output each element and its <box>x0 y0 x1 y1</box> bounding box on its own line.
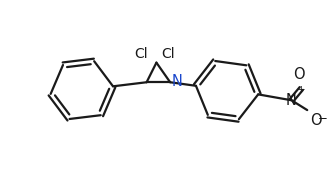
Text: +: + <box>297 85 306 95</box>
Text: O: O <box>310 113 322 128</box>
Text: −: − <box>318 112 328 125</box>
Text: Cl: Cl <box>134 47 148 61</box>
Text: N: N <box>172 74 183 89</box>
Text: O: O <box>294 67 305 82</box>
Text: N: N <box>286 93 297 108</box>
Text: Cl: Cl <box>161 47 175 61</box>
